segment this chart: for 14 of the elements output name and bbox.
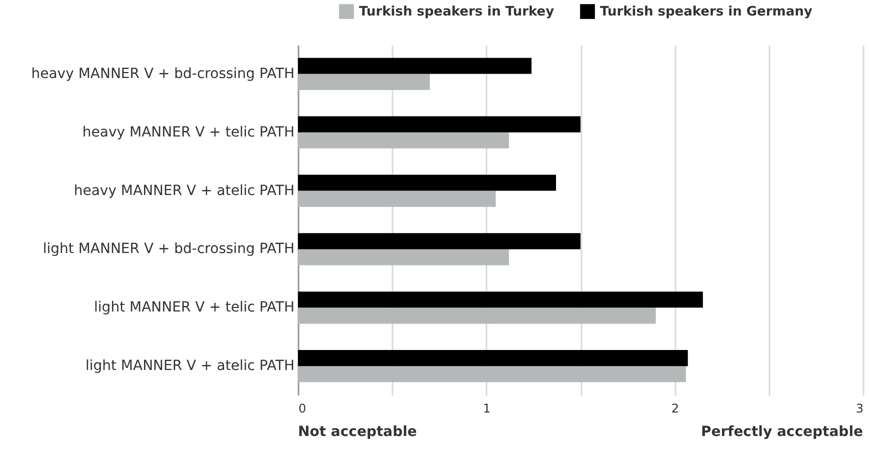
legend-label: Turkish speakers in Germany	[600, 4, 813, 20]
y-tick-label: light MANNER V + telic PATH	[94, 300, 294, 316]
legend-label: Turkish speakers in Turkey	[359, 4, 555, 20]
x-tick-label: 3	[856, 402, 864, 416]
x-tick-label: 2	[671, 402, 679, 416]
y-tick-label: heavy MANNER V + bd-crossing PATH	[31, 66, 294, 82]
text: Not acceptable	[298, 424, 417, 440]
x-tick-label: 0	[298, 402, 306, 416]
y-tick-label: light MANNER V + atelic PATH	[85, 358, 294, 374]
y-tick-label: heavy MANNER V + telic PATH	[82, 124, 294, 140]
text: Perfectly acceptable	[700, 424, 863, 440]
x-tick-label: 1	[483, 402, 491, 416]
y-tick-label: light MANNER V + bd-crossing PATH	[42, 241, 294, 258]
y-tick-label: heavy MANNER V + atelic PATH	[74, 182, 294, 199]
